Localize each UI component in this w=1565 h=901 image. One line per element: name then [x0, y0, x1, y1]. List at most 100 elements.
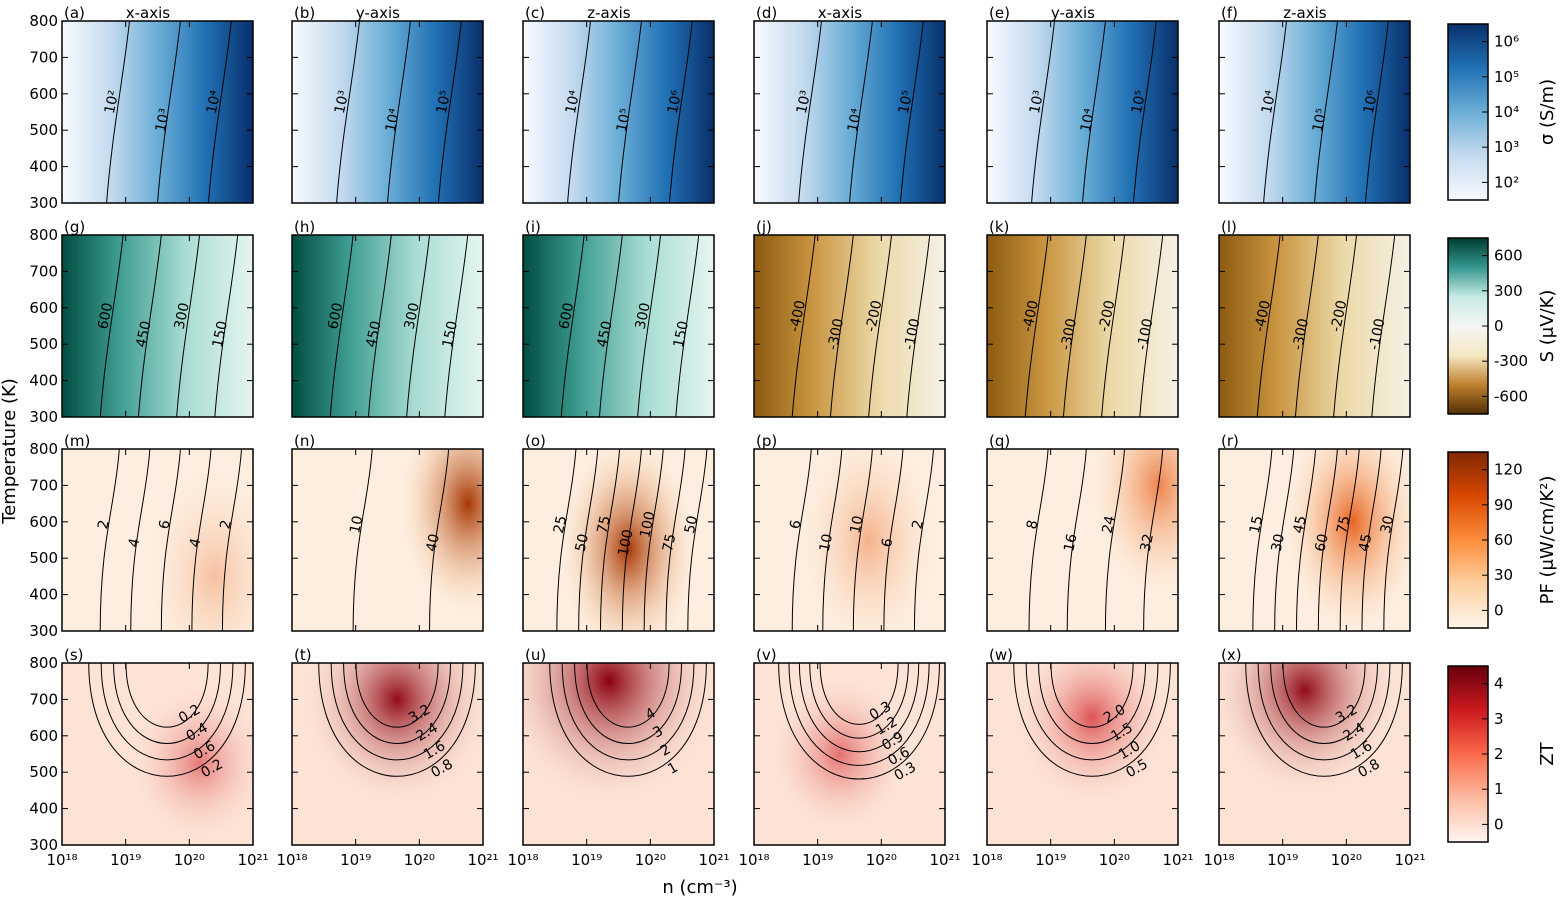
panel-frame — [61, 662, 254, 846]
panel-frame — [291, 20, 484, 204]
contour-label: 450 — [594, 320, 615, 349]
contour-line — [599, 449, 621, 631]
contour-label: 6 — [879, 537, 897, 549]
contour-line — [1270, 663, 1379, 745]
x-tick-label: 10¹⁹ — [1035, 851, 1066, 869]
y-tick-label: 400 — [29, 800, 58, 818]
contour-line — [406, 235, 431, 417]
colorbar-tick-label: 30 — [1494, 566, 1513, 584]
x-tick-label: 10²⁰ — [866, 851, 897, 869]
column-header: z-axis — [1283, 4, 1327, 22]
panel-frame — [753, 448, 946, 632]
contour-label: 45 — [1291, 514, 1310, 535]
contour-line — [1050, 663, 1134, 728]
contour-line — [444, 235, 469, 417]
contour-line — [1371, 235, 1396, 417]
contour-label: -100 — [1134, 317, 1156, 351]
contour-line — [1139, 235, 1164, 417]
panel-label: (m) — [64, 432, 90, 450]
contour-line — [437, 21, 462, 203]
contour-line — [130, 449, 151, 631]
panel-frame — [61, 234, 254, 418]
contour-label: 24 — [1099, 514, 1118, 535]
contour-line — [355, 663, 439, 728]
colorbar-tick-label: -300 — [1494, 352, 1528, 370]
colorbar-tick-label: 2 — [1494, 745, 1504, 763]
contour-line — [106, 21, 130, 203]
contour-label: 450 — [133, 320, 154, 349]
panel-label: (c) — [525, 4, 545, 22]
panel-label: (f) — [1221, 4, 1238, 22]
contour-line — [1282, 663, 1366, 728]
contour-label: -400 — [1020, 299, 1042, 333]
panel-frame — [986, 662, 1179, 846]
contour-line — [788, 663, 930, 766]
panel-label: (h) — [294, 218, 315, 236]
x-tick-label: 10¹⁸ — [971, 851, 1002, 869]
x-tick-label: 10¹⁹ — [571, 851, 602, 869]
contour-label: 300 — [172, 301, 193, 330]
contour-line — [1132, 21, 1157, 203]
contour-label: 600 — [556, 301, 577, 330]
contour-line — [1104, 449, 1126, 631]
y-tick-label: 800 — [29, 440, 58, 458]
contour-label: 10⁵ — [434, 89, 455, 115]
contour-line — [1028, 449, 1049, 631]
heatmap-field — [1219, 21, 1410, 203]
panel-q: 8 16 24 32 (q) — [986, 432, 1179, 632]
contour-label: 100 — [615, 528, 636, 557]
contour-line — [822, 449, 843, 631]
colorbar-tick-label: 1 — [1494, 780, 1504, 798]
contour-label: 10⁴ — [383, 107, 404, 134]
panel-label: (j) — [756, 218, 772, 236]
contour-line — [798, 663, 920, 752]
y-tick-label: 300 — [29, 408, 58, 426]
y-tick-label: 600 — [29, 727, 58, 745]
colorbar-label: S (μV/K) — [1537, 290, 1558, 363]
contour-label: 50 — [682, 514, 701, 535]
panel-frame — [522, 662, 715, 846]
y-tick-label: 800 — [29, 12, 58, 30]
contour-line — [1333, 235, 1358, 417]
x-tick-label: 10²¹ — [467, 851, 498, 869]
contour-label: 10³ — [332, 89, 353, 115]
panel-label: (n) — [294, 432, 315, 450]
contour-line — [798, 21, 822, 203]
panel-label: (d) — [756, 4, 777, 22]
contour-label: 8 — [1024, 519, 1042, 531]
panel-frame — [522, 448, 715, 632]
contour-label: 50 — [573, 532, 592, 553]
panel-frame — [522, 234, 715, 418]
contour-line — [214, 235, 239, 417]
contour-line — [883, 449, 904, 631]
contour-label: 75 — [1334, 514, 1353, 535]
y-tick-label: 700 — [29, 48, 58, 66]
y-tick-label: 600 — [29, 299, 58, 317]
contour-label: -200 — [1328, 299, 1350, 333]
contour-line — [618, 21, 642, 203]
y-tick-label: 800 — [29, 226, 58, 244]
x-tick-label: 10¹⁸ — [276, 851, 307, 869]
contour-line — [1101, 235, 1126, 417]
contour-label: 10⁴ — [1259, 89, 1280, 116]
panel-label: (l) — [1221, 218, 1237, 236]
panel-frame — [61, 448, 254, 632]
contour-line — [668, 21, 693, 203]
contour-line — [1031, 21, 1055, 203]
contour-line — [643, 449, 664, 631]
contour-line — [125, 663, 209, 728]
x-tick-label: 10¹⁹ — [1267, 851, 1298, 869]
heatmap-field — [62, 21, 253, 203]
contour-line — [675, 235, 700, 417]
colorbar-tick-label: 600 — [1494, 247, 1523, 265]
contour-line — [621, 449, 642, 631]
contour-line — [637, 235, 662, 417]
panel-frame — [291, 662, 484, 846]
contour-line — [1263, 21, 1287, 203]
contour-label: 6 — [156, 519, 174, 531]
contour-line — [1082, 21, 1106, 203]
y-tick-label: 500 — [29, 121, 58, 139]
panel-label: (p) — [756, 432, 777, 450]
panel-frame — [753, 20, 946, 204]
